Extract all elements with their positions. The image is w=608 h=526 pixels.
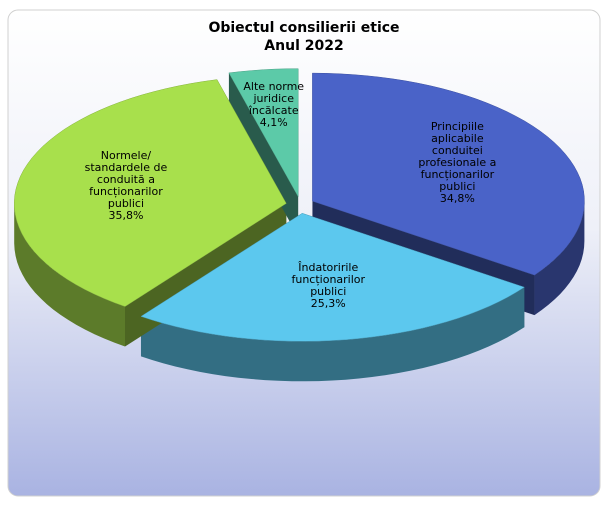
- slice: [140, 213, 525, 342]
- slice-value-label: 25,3%: [311, 297, 346, 310]
- slice-wall: [14, 203, 126, 347]
- slice-label: Principiile aplicabile conduitei profesiona…: [418, 120, 496, 193]
- slice: [14, 79, 287, 307]
- slice-label-line: publici: [439, 180, 475, 193]
- slice-label-line: încălcate: [248, 104, 299, 117]
- chart-title: Obiectul consilierii etice: [208, 20, 399, 36]
- slice-label-line: standardele de: [85, 161, 168, 174]
- slice-label-line: Normele/: [101, 149, 152, 162]
- slice-value-label: 34,8%: [440, 192, 475, 205]
- slice: [228, 68, 299, 198]
- slice-label-line: juridice: [253, 92, 295, 105]
- slice-value-label: 4,1%: [260, 116, 288, 129]
- slice-value-label: 35,8%: [108, 209, 143, 222]
- slice-label-line: conduitei: [432, 144, 483, 157]
- pie: Principiile aplicabile conduitei profesiona…: [14, 68, 585, 382]
- slice-label-line: funcționarilor: [89, 185, 163, 198]
- slice-label-line: publici: [310, 285, 346, 298]
- slice-label-line: conduită a: [97, 173, 155, 186]
- slice-label-line: Principiile: [431, 120, 484, 133]
- slice-label: Îndatoririle funcționarilor publici: [291, 261, 365, 298]
- slice-wall: [534, 201, 585, 316]
- slice-wall: [141, 287, 525, 382]
- slice-label-line: Îndatoririle: [297, 261, 358, 274]
- slice-label: Alte norme juridice încălcate: [243, 80, 304, 117]
- slice-label-line: funcționarilor: [421, 168, 495, 181]
- slice-label-line: Alte norme: [243, 80, 304, 93]
- slice: [312, 72, 585, 276]
- slice-label-line: aplicabile: [431, 132, 484, 145]
- slice-label: Normele/standardele de conduită a funcțion…: [85, 149, 168, 210]
- chart-subtitle: Anul 2022: [264, 38, 343, 54]
- slice-label-line: publici: [108, 197, 144, 210]
- slice-label-line: profesionale a: [418, 156, 496, 169]
- slice-label-line: funcționarilor: [291, 273, 365, 286]
